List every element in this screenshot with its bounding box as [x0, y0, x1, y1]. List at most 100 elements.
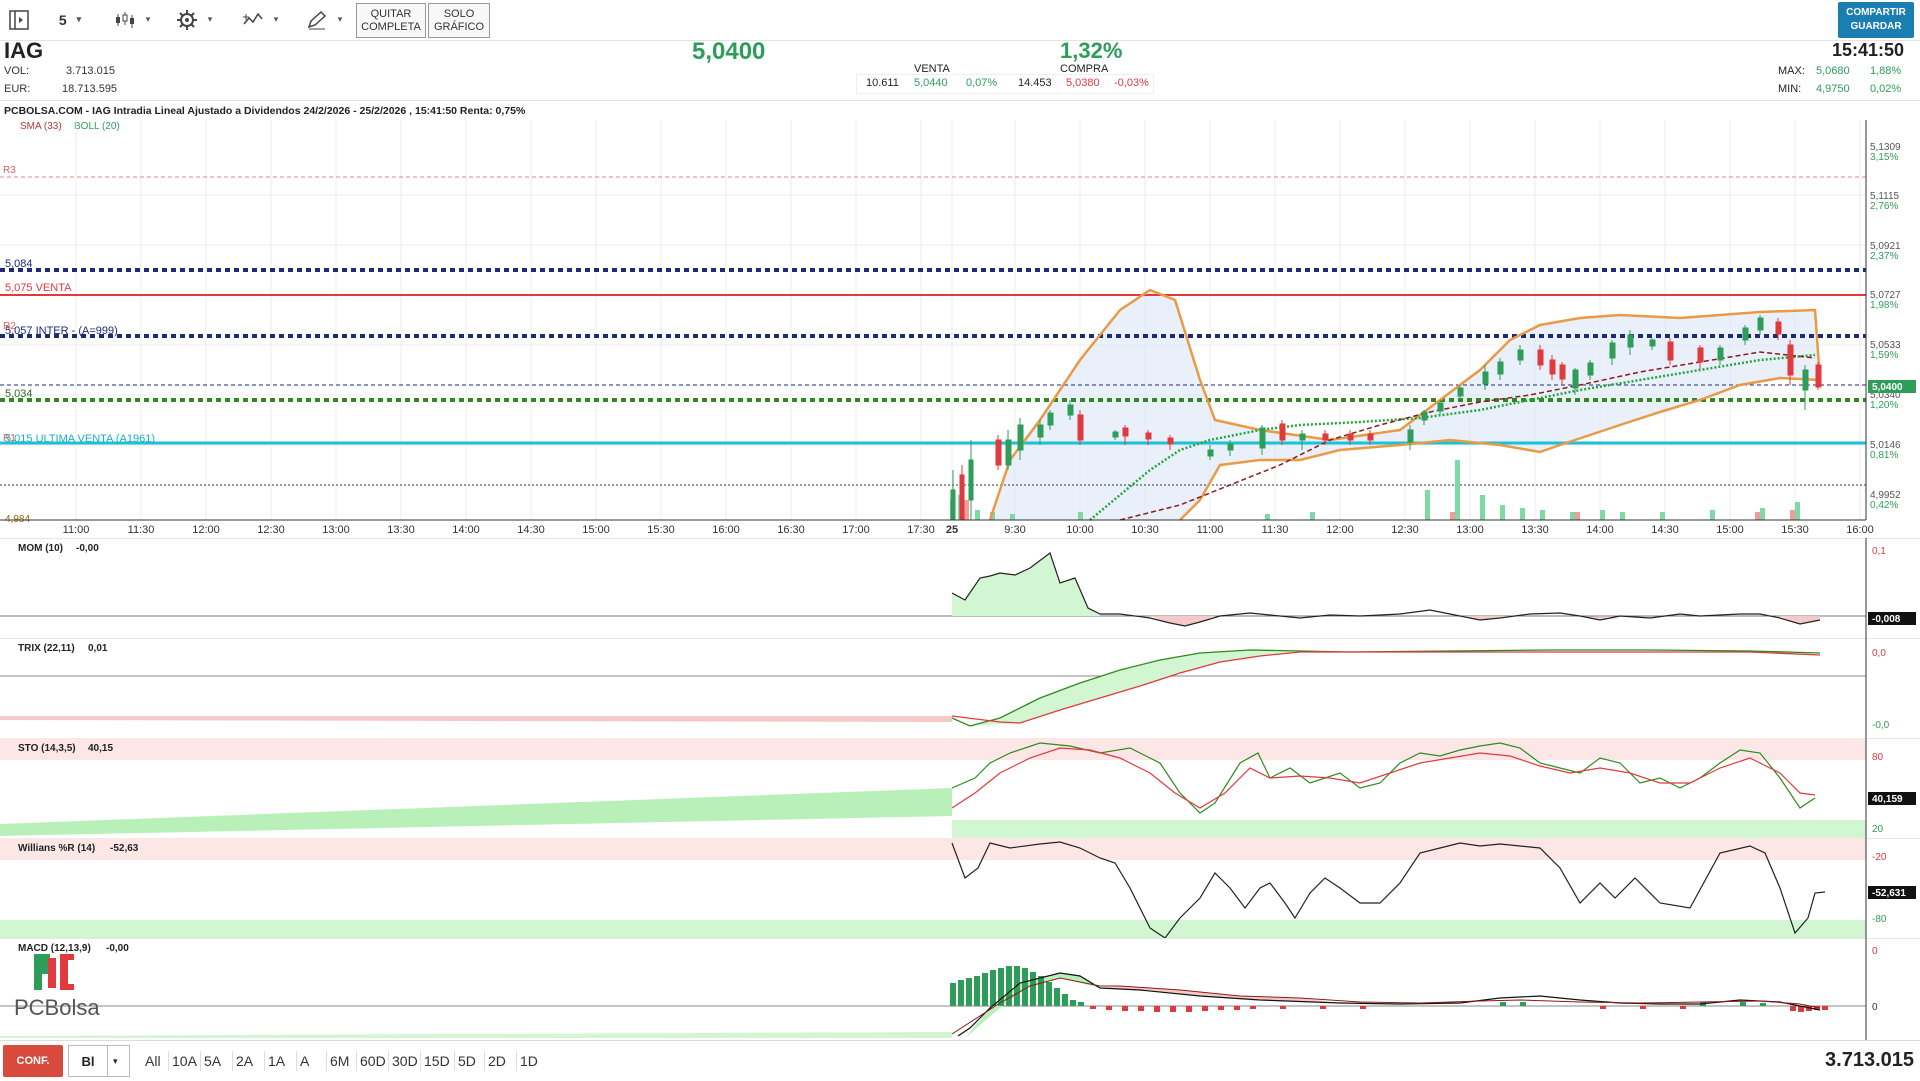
svg-text:13:30: 13:30 [387, 524, 415, 536]
change-percent: 1,32% [1060, 38, 1123, 63]
svg-text:14:00: 14:00 [1586, 524, 1614, 536]
period-all[interactable]: All [145, 1053, 161, 1069]
macd-panel[interactable]: MACD (12,13,9) -0,00 0 0 [0, 938, 1920, 1040]
ticker-symbol: IAG [4, 38, 44, 63]
svg-text:5,1309: 5,1309 [1870, 142, 1901, 153]
svg-text:10:00: 10:00 [1066, 524, 1094, 536]
level-5084-label: 5,084 [5, 258, 33, 270]
period-5a[interactable]: 5A [200, 1051, 224, 1071]
settings-button[interactable]: ▾ [170, 3, 218, 36]
svg-text:25: 25 [946, 524, 958, 536]
max-value: 5,0680 [1816, 65, 1850, 77]
mode-select[interactable]: Bl ▾ [68, 1045, 130, 1077]
inter-label: 5,057 INTER - (A=999) [5, 325, 118, 337]
buy-price: 5,0380 [1066, 77, 1100, 89]
svg-text:12:30: 12:30 [257, 524, 285, 536]
period-10a[interactable]: 10A [168, 1051, 200, 1071]
bid-ask-box [856, 74, 1154, 94]
indicators-button[interactable]: ▾ [236, 3, 284, 36]
sto-tick-20: 20 [1872, 824, 1884, 835]
interval-select[interactable]: 5 ▾ [50, 3, 90, 36]
r3-label: R3 [3, 165, 16, 176]
svg-text:16:00: 16:00 [1846, 524, 1874, 536]
max-percent: 1,88% [1870, 65, 1902, 77]
period-2d[interactable]: 2D [484, 1051, 509, 1071]
svg-text:2,76%: 2,76% [1870, 201, 1898, 212]
trix-signal-line [951, 651, 1821, 724]
svg-text:13:00: 13:00 [322, 524, 350, 536]
svg-text:11:30: 11:30 [1262, 524, 1289, 536]
willr-overbought-zone [0, 838, 1866, 860]
chevron-down-icon: ▾ [107, 1046, 123, 1076]
sto-panel[interactable]: STO (14,3,5) 40,15 80 40,159 20 [0, 738, 1920, 838]
svg-text:0,42%: 0,42% [1870, 500, 1898, 511]
indicator-icon [242, 12, 263, 24]
willr-tick-80: -80 [1872, 914, 1887, 925]
bollinger-lower [1179, 376, 1821, 521]
svg-text:1,98%: 1,98% [1870, 300, 1898, 311]
mom-line [951, 552, 1821, 627]
sell-price: 5,0440 [914, 77, 948, 89]
period-6m[interactable]: 6M [326, 1051, 352, 1071]
sto-tag-text: 40,159 [1872, 794, 1903, 805]
period-30d[interactable]: 30D [388, 1051, 421, 1071]
only-chart-button[interactable]: SOLO GRÁFICO [428, 3, 490, 38]
period-a[interactable]: A [296, 1051, 312, 1071]
share-save-button[interactable]: COMPARTIR GUARDAR [1838, 2, 1914, 38]
price-chart[interactable]: R3 5,084 5,075 VENTA R2 5,057 INTER - (A… [0, 100, 1920, 540]
mom-panel[interactable]: MOM (10) -0,00 0,1 -0,008 [0, 538, 1920, 638]
panel-toggle-button[interactable] [6, 3, 32, 36]
macd-value: -0,00 [106, 943, 129, 954]
config-label: CONF. [16, 1055, 50, 1067]
current-price-tag-text: 5,0400 [1872, 382, 1903, 393]
chevron-down-icon: ▾ [145, 14, 151, 24]
williams-panel[interactable]: Willians %R (14) -52,63 -20 -52,631 -80 [0, 838, 1920, 938]
r2-label: R2 [3, 321, 16, 332]
period-60d[interactable]: 60D [356, 1051, 389, 1071]
willr-oversold-zone [0, 920, 1866, 938]
svg-text:16:00: 16:00 [712, 524, 740, 536]
pencil-icon [307, 10, 326, 29]
buy-label: COMPRA [1060, 63, 1109, 75]
period-1a[interactable]: 1A [264, 1051, 288, 1071]
time-axis-ticks: 11:00 11:30 12:00 12:30 13:00 13:30 14:00 14:30… [63, 524, 1874, 536]
period-5d[interactable]: 5D [454, 1051, 479, 1071]
config-button[interactable]: CONF. [3, 1045, 63, 1077]
bollinger-middle [1089, 353, 1816, 521]
drawing-tools-button[interactable]: ▾ [300, 3, 348, 36]
macd-fill-left [0, 1032, 952, 1038]
bottom-toolbar: CONF. Bl ▾ All 10A 5A 2A 1A A 6M 60D 30D… [0, 1040, 1920, 1081]
willr-tag-text: -52,631 [1872, 888, 1906, 899]
svg-text:15:00: 15:00 [582, 524, 610, 536]
svg-text:17:30: 17:30 [907, 524, 935, 536]
trix-tick-top: 0,0 [1872, 648, 1886, 659]
sto-value: 40,15 [88, 743, 113, 754]
quit-full-button[interactable]: QUITAR COMPLETA [356, 3, 426, 38]
panel-icon [9, 9, 29, 30]
svg-text:12:00: 12:00 [192, 524, 220, 536]
svg-text:9:30: 9:30 [1004, 524, 1025, 536]
svg-text:5,0727: 5,0727 [1870, 290, 1901, 301]
sto-k-line [951, 742, 1816, 814]
period-1d[interactable]: 1D [516, 1051, 541, 1071]
sell-qty: 10.611 [866, 77, 899, 89]
chart-type-button[interactable]: ▾ [108, 3, 156, 36]
mom-label: MOM (10) [18, 543, 63, 554]
period-15d[interactable]: 15D [420, 1051, 453, 1071]
trix-panel[interactable]: TRIX (22,11) 0,01 0,0 -0,0 [0, 638, 1920, 738]
only-chart-label: SOLO GRÁFICO [433, 7, 485, 33]
chevron-down-icon: ▾ [337, 14, 343, 24]
macd-label: MACD (12,13,9) [18, 943, 91, 954]
pcbolsa-logo [32, 952, 76, 997]
macd-line [957, 972, 1821, 1037]
macd-histogram-positive [950, 966, 1766, 1006]
svg-text:4,9952: 4,9952 [1870, 490, 1901, 501]
svg-text:1,59%: 1,59% [1870, 350, 1898, 361]
max-label: MAX: [1778, 65, 1805, 77]
svg-text:15:30: 15:30 [647, 524, 675, 536]
sto-label: STO (14,3,5) [18, 743, 76, 754]
legend-boll: BOLL (20) [74, 121, 120, 132]
min-value: 4,9750 [1816, 83, 1850, 95]
period-2a[interactable]: 2A [232, 1051, 256, 1071]
svg-text:5,1115: 5,1115 [1870, 191, 1900, 202]
